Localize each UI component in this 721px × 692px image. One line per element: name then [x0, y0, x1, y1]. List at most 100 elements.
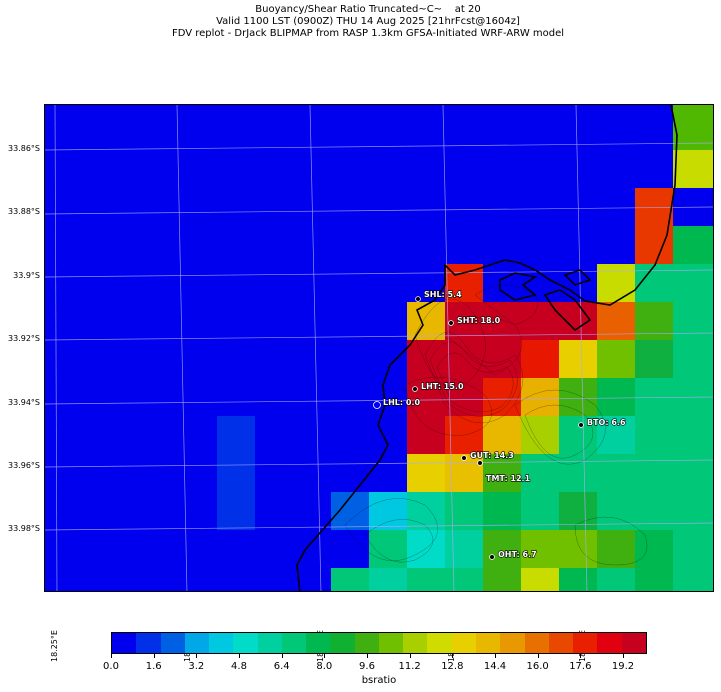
- colorbar-bin: [451, 633, 476, 653]
- colorbar-bin: [136, 633, 161, 653]
- heatmap-cell: [521, 454, 559, 492]
- heatmap-cell: [521, 530, 559, 568]
- colorbar-tick-label: 12.8: [441, 661, 464, 672]
- heatmap-cell: [597, 454, 635, 492]
- colorbar-tick: [409, 654, 411, 658]
- heatmap-cell: [445, 340, 483, 378]
- heatmap-cell: [559, 340, 597, 378]
- heatmap-cell: [673, 264, 713, 591]
- heatmap-cell: [559, 416, 597, 454]
- heatmap-cell: [559, 454, 597, 492]
- colorbar-tick: [623, 654, 624, 658]
- heatmap-cell: [597, 416, 635, 454]
- station-marker-oht[interactable]: [489, 554, 495, 560]
- colorbar-bin: [548, 633, 574, 653]
- station-label-oht: OHT: 6.7: [498, 550, 537, 559]
- station-marker-tmt[interactable]: [477, 460, 483, 466]
- heatmap-cell: [407, 416, 445, 454]
- heatmap-cell: [673, 105, 713, 150]
- colorbar-tick: [111, 654, 112, 658]
- colorbar-tick-label: 3.2: [188, 661, 205, 672]
- station-label-bto: BTO: 6.6: [587, 418, 626, 427]
- heatmap-cell: [483, 340, 521, 378]
- colorbar-bin: [573, 633, 598, 653]
- heatmap-cell: [597, 264, 635, 302]
- heatmap-cell: [521, 492, 559, 530]
- heatmap-cell: [597, 568, 635, 591]
- station-marker-bto[interactable]: [578, 422, 584, 428]
- heatmap-cell: [597, 340, 635, 378]
- title-line-1: Buoyancy/Shear Ratio Truncated~C~ at 20: [255, 4, 481, 15]
- station-marker-sht[interactable]: [448, 320, 454, 326]
- heatmap-cell: [407, 530, 445, 568]
- station-label-gut: GUT: 14.3: [470, 451, 514, 460]
- heatmap-cell: [445, 378, 483, 416]
- heatmap-cell: [483, 530, 521, 568]
- station-marker-shl[interactable]: [415, 296, 421, 302]
- heatmap-cell: [369, 530, 407, 568]
- lat-label: 33.98°S: [8, 524, 40, 533]
- colorbar-tick: [580, 654, 582, 658]
- lat-label: 33.88°S: [8, 207, 40, 216]
- colorbar-bin: [281, 633, 307, 653]
- colorbar-bin: [621, 633, 646, 653]
- heatmap-cell: [559, 378, 597, 416]
- station-label-sht: SHT: 18.0: [457, 316, 501, 325]
- colorbar-tick: [324, 654, 326, 658]
- colorbar-bin: [209, 633, 234, 653]
- heatmap-cell: [673, 150, 713, 188]
- heatmap-cell: [483, 568, 521, 591]
- colorbar-tick-label: 14.4: [483, 661, 507, 672]
- heatmap-cell: [521, 378, 559, 416]
- heatmap-cell: [635, 340, 673, 378]
- colorbar-tick: [239, 654, 240, 658]
- lat-label: 33.9°S: [13, 271, 40, 280]
- colorbar: [111, 632, 647, 654]
- colorbar-tick: [367, 654, 368, 658]
- colorbar-tick: [537, 654, 539, 658]
- colorbar-tick: [196, 654, 198, 658]
- heatmap-cell: [331, 568, 369, 591]
- colorbar-bin: [427, 633, 452, 653]
- colorbar-tick-label: 1.6: [145, 661, 162, 672]
- heatmap-cell: [483, 302, 521, 340]
- heatmap-cell: [369, 492, 407, 530]
- heatmap-cell: [521, 302, 559, 340]
- colorbar-bin: [184, 633, 210, 653]
- heatmap-cell: [521, 416, 559, 454]
- colorbar-tick-label: 4.8: [231, 661, 247, 672]
- title-line-3: FDV replot - DrJack BLIPMAP from RASP 1.…: [171, 28, 565, 39]
- heatmap-cell: [407, 568, 445, 591]
- station-label-lhl: LHL: 0.0: [383, 398, 420, 407]
- heatmap-cell: [635, 188, 673, 264]
- colorbar-bin: [233, 633, 258, 653]
- colorbar-tick-label: 19.2: [611, 661, 635, 672]
- heatmap-cell: [407, 302, 445, 340]
- colorbar-tick-label: 6.4: [273, 661, 290, 672]
- colorbar-tick-label: 9.6: [359, 661, 375, 672]
- heatmap-cell: [483, 492, 521, 530]
- heatmap-cell: [521, 568, 559, 591]
- map-plot-area[interactable]: SHL: 5.4 SHT: 18.0 LHT: 15.0 LHL: 0.0 BTO: 6…: [44, 104, 714, 592]
- colorbar-bin: [330, 633, 355, 653]
- heatmap-cell: [217, 416, 255, 530]
- heatmap-cell: [407, 340, 445, 378]
- heatmap-cell: [407, 378, 445, 416]
- station-marker-lhl[interactable]: [373, 401, 381, 409]
- title-line-2: Valid 1100 LST (0900Z) THU 14 Aug 2025 […: [216, 16, 520, 27]
- station-marker-lht[interactable]: [412, 386, 418, 392]
- heatmap-cell: [483, 378, 521, 416]
- heatmap-cell: [445, 568, 483, 591]
- colorbar-bin: [354, 633, 379, 653]
- colorbar-tick: [495, 654, 496, 658]
- heatmap-cell: [445, 492, 483, 530]
- colorbar-tick: [281, 654, 283, 658]
- lon-label: 18.25°E: [50, 630, 59, 662]
- station-marker-gut[interactable]: [461, 455, 467, 461]
- colorbar-tick-label: 17.6: [569, 661, 592, 672]
- heatmap-cell: [369, 568, 407, 591]
- coastline: [296, 105, 678, 591]
- colorbar-tick: [153, 654, 155, 658]
